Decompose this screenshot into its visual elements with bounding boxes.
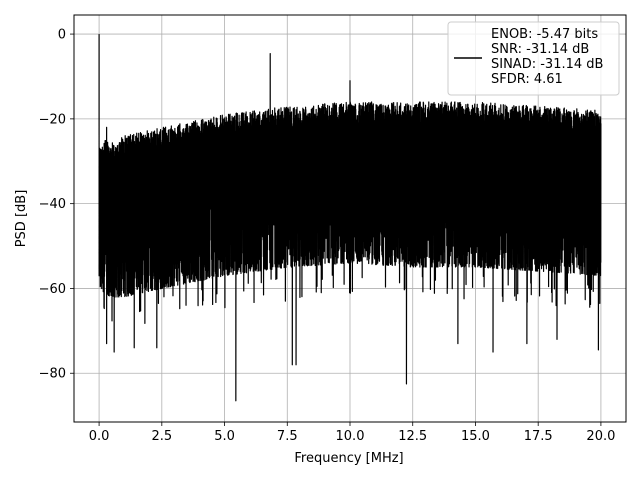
y-tick-label: −20	[39, 112, 66, 127]
x-tick-label: 15.0	[461, 429, 490, 444]
legend: ENOB: -5.47 bits SNR: -31.14 dB SINAD: -31…	[447, 21, 620, 96]
x-axis-ticks: 0.0 2.5 5.0 7.5 10.0 12.5 15.0 17.5 20.0	[89, 422, 615, 444]
y-tick-label: −40	[39, 197, 66, 212]
x-tick-label: 20.0	[586, 429, 615, 444]
psd-trace	[98, 34, 602, 402]
y-axis-label: PSD [dB]	[14, 190, 29, 248]
legend-entry-label: ENOB: -5.47 bits SNR: -31.14 dB SINAD: -31…	[491, 27, 603, 87]
legend-box	[447, 21, 620, 96]
legend-entry-line: SFDR: 4.61	[491, 72, 563, 87]
x-tick-label: 5.0	[214, 429, 235, 444]
legend-entry-line: SNR: -31.14 dB	[491, 42, 589, 57]
plot-area	[98, 34, 602, 402]
y-axis-ticks: 0 −20 −40 −60 −80	[39, 28, 74, 382]
y-tick-label: −80	[39, 367, 66, 382]
x-tick-label: 7.5	[277, 429, 298, 444]
x-axis-label: Frequency [MHz]	[294, 451, 403, 466]
x-tick-label: 0.0	[89, 429, 110, 444]
x-tick-label: 17.5	[524, 429, 553, 444]
legend-entry-line: SINAD: -31.14 dB	[491, 57, 603, 72]
x-tick-label: 10.0	[336, 429, 365, 444]
y-tick-label: −60	[39, 282, 66, 297]
legend-entry-line: ENOB: -5.47 bits	[491, 27, 598, 42]
x-tick-label: 12.5	[398, 429, 427, 444]
y-tick-label: 0	[58, 28, 66, 43]
x-tick-label: 2.5	[151, 429, 172, 444]
